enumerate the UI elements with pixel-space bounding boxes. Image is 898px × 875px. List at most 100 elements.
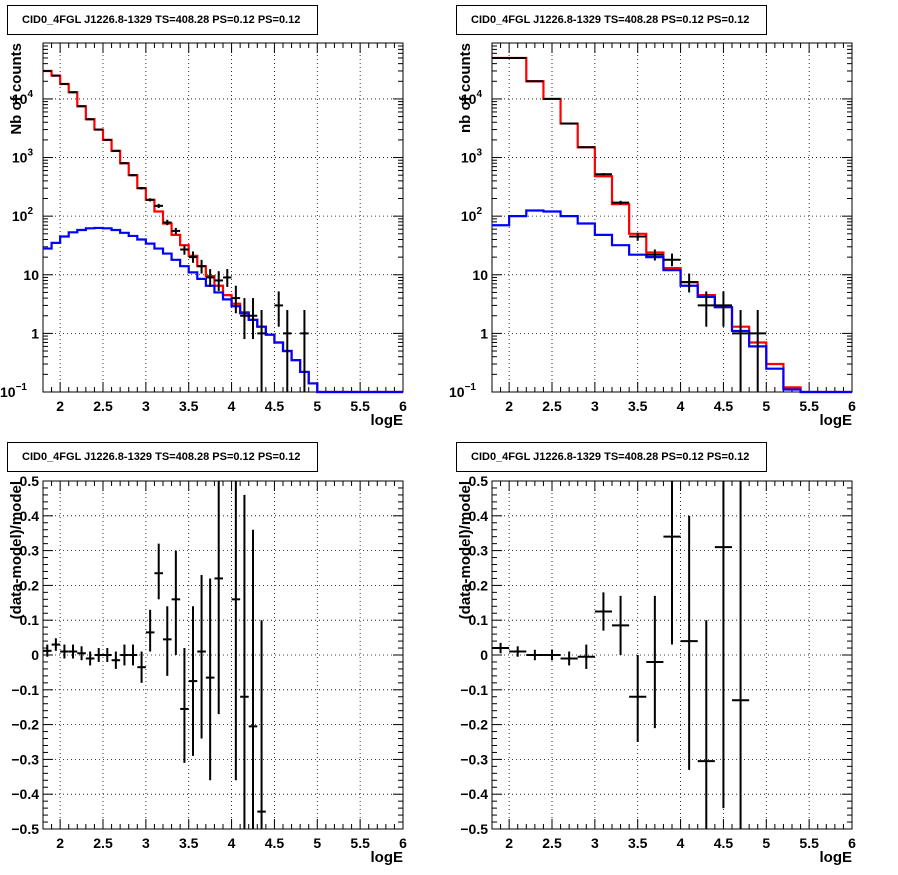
data-point — [577, 644, 595, 669]
x-axis-label: logE — [820, 849, 853, 866]
data-point — [197, 574, 206, 739]
panel-title: CID0_4FGL J1226.8-1329 TS=408.28 PS=0.12… — [456, 5, 767, 35]
y-tick-label: −0.5 — [460, 821, 488, 837]
data-point — [180, 245, 189, 255]
data-point — [205, 269, 215, 287]
x-axis-label: logE — [371, 412, 404, 429]
x-tick-label: 4 — [677, 398, 685, 414]
x-tick-label: 4.5 — [714, 398, 734, 414]
data-point — [680, 273, 698, 293]
x-tick-label: 2.5 — [542, 835, 562, 851]
panel-title: CID0_4FGL J1226.8-1329 TS=408.28 PS=0.12… — [7, 5, 318, 35]
panel-title: CID0_4FGL J1226.8-1329 TS=408.28 PS=0.12… — [456, 442, 767, 472]
plot-frame — [42, 42, 404, 393]
y-tick-label: 10 — [472, 267, 488, 283]
data-point — [51, 638, 61, 651]
y-tick-label: 104 — [12, 89, 34, 107]
x-tick-label: 5.5 — [799, 835, 819, 851]
data-point — [577, 146, 595, 149]
x-tick-label: 5.5 — [350, 398, 370, 414]
y-tick-label: 0.3 — [469, 543, 489, 559]
data-point — [248, 298, 258, 340]
data-point — [68, 91, 78, 94]
data-point — [214, 481, 223, 715]
data-point — [629, 655, 647, 742]
y-axis-label: (data-model)/model — [457, 481, 474, 619]
data-point — [612, 595, 630, 655]
x-tick-label: 5 — [313, 398, 321, 414]
data-point — [240, 298, 249, 340]
data-point — [509, 646, 527, 657]
data-point — [492, 642, 510, 654]
data-point — [60, 644, 69, 659]
data-point — [663, 481, 681, 645]
x-tick-label: 4.5 — [714, 835, 734, 851]
y-tick-label: −0.2 — [460, 717, 488, 733]
y-tick-label: 0.4 — [20, 508, 40, 524]
y-tick-label: −0.3 — [460, 751, 488, 767]
data-point — [697, 291, 715, 327]
data-point — [111, 149, 121, 152]
data-point — [283, 310, 292, 392]
total-model-histogram — [43, 69, 403, 394]
total-model-histogram — [492, 56, 852, 394]
data-point — [594, 592, 612, 631]
x-axis-label: logE — [371, 849, 404, 866]
data-point — [163, 606, 172, 676]
x-tick-label: 6 — [848, 835, 856, 851]
counts-panel-right: CID0_4FGL J1226.8-1329 TS=408.28 PS=0.12… — [449, 0, 898, 437]
data-point — [646, 249, 664, 261]
data-point — [120, 162, 129, 165]
data-point — [697, 620, 715, 829]
data-point — [188, 606, 198, 756]
data-point — [145, 198, 155, 202]
x-tick-label: 5 — [762, 398, 770, 414]
y-tick-label: 1 — [480, 325, 488, 341]
x-tick-label: 3.5 — [628, 835, 648, 851]
y-tick-label: 0.5 — [20, 473, 40, 489]
x-tick-label: 2.5 — [542, 398, 562, 414]
data-point — [714, 291, 732, 327]
y-tick-label: 0.1 — [469, 612, 489, 628]
y-tick-label: 0 — [480, 647, 488, 663]
y-tick-label: −0.2 — [11, 717, 39, 733]
counts-panel-left: CID0_4FGL J1226.8-1329 TS=408.28 PS=0.12… — [0, 0, 449, 437]
data-point — [94, 128, 103, 131]
x-axis-label: logE — [820, 412, 853, 429]
x-tick-label: 6 — [848, 398, 856, 414]
y-tick-label: 102 — [12, 206, 34, 224]
data-point — [145, 609, 155, 652]
y-tick-label: 10−1 — [449, 382, 476, 400]
data-point — [188, 251, 198, 263]
data-point — [128, 644, 138, 666]
x-tick-label: 3.5 — [179, 398, 199, 414]
y-tick-label: 103 — [12, 148, 34, 166]
residual-panel-left: CID0_4FGL J1226.8-1329 TS=408.28 PS=0.12… — [0, 437, 449, 875]
x-tick-label: 5 — [313, 835, 321, 851]
y-tick-label: 103 — [461, 148, 483, 166]
data-point — [646, 595, 664, 729]
data-point — [68, 644, 78, 659]
data-point — [171, 550, 181, 655]
data-point — [612, 200, 630, 205]
y-tick-label: −0.3 — [11, 751, 39, 767]
data-point — [120, 644, 129, 666]
data-point — [180, 648, 189, 763]
data-point — [248, 529, 258, 829]
x-tick-label: 2 — [505, 835, 513, 851]
data-point — [43, 644, 52, 657]
data-point — [257, 310, 266, 392]
data-point — [77, 105, 86, 108]
data-point — [85, 651, 95, 666]
data-point — [85, 118, 95, 121]
background-model-histogram — [492, 209, 852, 394]
data-point — [77, 646, 86, 661]
y-tick-label: 1 — [31, 325, 39, 341]
data-point — [732, 481, 750, 829]
x-tick-label: 4 — [228, 398, 236, 414]
data-point — [103, 138, 112, 141]
data-point — [543, 649, 561, 661]
background-model-histogram — [43, 226, 403, 394]
x-tick-label: 4 — [228, 835, 236, 851]
plot-frame — [42, 480, 404, 830]
